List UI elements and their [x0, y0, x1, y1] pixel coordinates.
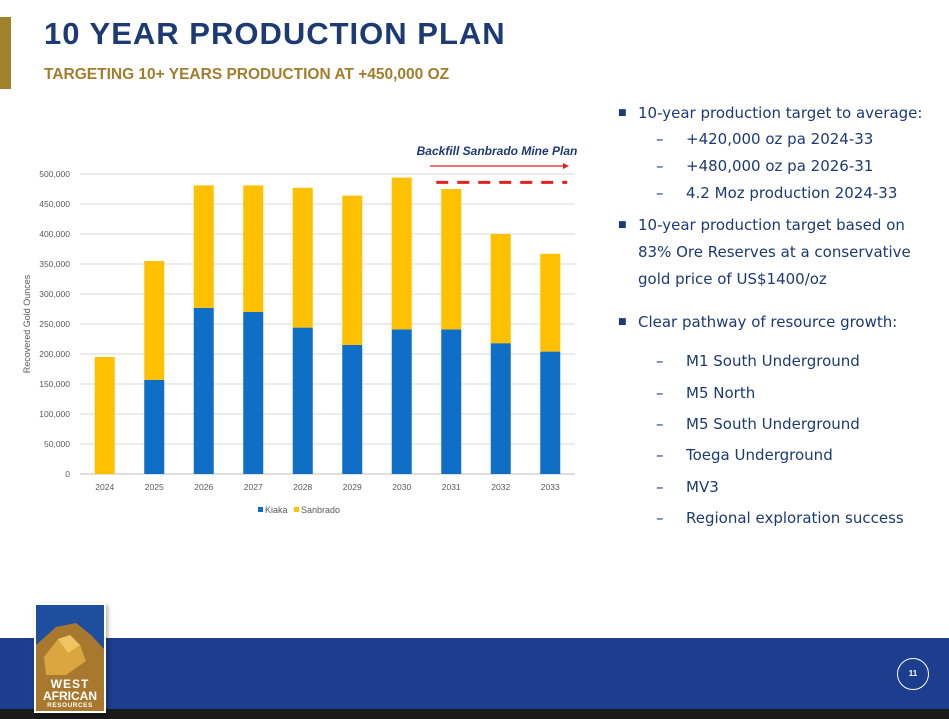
dash-icon: –: [656, 478, 664, 496]
bar-kiaka-2031: [441, 329, 462, 474]
logo-text-resources: RESOURCES: [47, 702, 93, 709]
bar-sanbrado-2027: [243, 185, 264, 312]
y-axis-label: Recovered Gold Ounces: [22, 274, 32, 373]
x-axis-ticks: 2024 2025 2026 2027 2028 2029 2030 2031 2032 2033: [95, 482, 560, 492]
y-tick-label: 450,000: [39, 199, 70, 209]
bar-kiaka-2033: [540, 351, 561, 474]
backfill-annotation-label: Backfill Sanbrado Mine Plan: [417, 144, 578, 158]
x-tick-label: 2033: [541, 482, 560, 492]
x-tick-label: 2024: [95, 482, 114, 492]
bar-kiaka-2027: [243, 312, 264, 474]
y-tick-label: 150,000: [39, 379, 70, 389]
footer-bottom-strip: [0, 709, 949, 719]
x-tick-label: 2030: [392, 482, 411, 492]
bar-kiaka-2028: [292, 327, 313, 474]
bar-kiaka-2029: [342, 345, 363, 474]
legend-label-sanbrado: Sanbrado: [301, 505, 340, 515]
dash-icon: –: [656, 384, 664, 402]
bar-kiaka-2025: [144, 379, 165, 474]
y-tick-label: 400,000: [39, 229, 70, 239]
bar-kiaka-2030: [391, 329, 412, 474]
production-chart: 0 50,000 100,000 150,000 200,000 250,000 300,0…: [22, 144, 578, 515]
backfill-annotation: Backfill Sanbrado Mine Plan: [417, 144, 578, 184]
legend-swatch-kiaka: [258, 507, 263, 512]
bar-sanbrado-2032: [490, 234, 511, 344]
footer-band: [0, 638, 949, 709]
x-tick-label: 2031: [442, 482, 461, 492]
dash-icon: –: [656, 446, 664, 464]
y-tick-label: 250,000: [39, 319, 70, 329]
square-bullet-icon: ■: [618, 108, 627, 118]
dash-icon: –: [656, 415, 664, 433]
dash-icon: –: [656, 509, 664, 527]
bar-sanbrado-2024: [94, 357, 115, 474]
legend-label-kiaka: Kiaka: [265, 505, 288, 515]
title-accent-bar: [0, 17, 11, 89]
bar-sanbrado-2028: [292, 187, 313, 328]
dash-icon: –: [656, 184, 664, 202]
legend-swatch-sanbrado: [294, 507, 299, 512]
x-tick-label: 2025: [145, 482, 164, 492]
sub-bullet: – +480,000 oz pa 2026-31: [656, 153, 873, 179]
dash-icon: –: [656, 352, 664, 370]
x-tick-label: 2026: [194, 482, 213, 492]
y-tick-label: 0: [65, 469, 70, 479]
y-tick-label: 300,000: [39, 289, 70, 299]
x-tick-label: 2027: [244, 482, 263, 492]
y-tick-label: 350,000: [39, 259, 70, 269]
bullet-production-target: ■ 10-year production target to average:: [618, 100, 938, 127]
square-bullet-icon: ■: [618, 317, 627, 327]
y-tick-label: 500,000: [39, 169, 70, 179]
chart-legend: Kiaka Sanbrado: [258, 505, 340, 515]
bar-sanbrado-2033: [540, 253, 561, 352]
sub-bullet: – M5 South Underground: [656, 411, 860, 437]
logo-text-african: AFRICAN: [43, 689, 97, 703]
company-logo: WEST AFRICAN RESOURCES: [34, 603, 106, 713]
y-tick-label: 50,000: [44, 439, 70, 449]
page-title: 10 YEAR PRODUCTION PLAN: [44, 16, 506, 51]
bullet-ore-reserves: ■ 10-year production target based on 83%…: [618, 212, 938, 293]
dash-icon: –: [656, 157, 664, 175]
page-subtitle: TARGETING 10+ YEARS PRODUCTION AT +450,0…: [44, 66, 450, 83]
y-axis-ticks: 0 50,000 100,000 150,000 200,000 250,000 300,0…: [39, 169, 70, 479]
x-tick-label: 2029: [343, 482, 362, 492]
bar-sanbrado-2031: [441, 189, 462, 330]
dash-icon: –: [656, 130, 664, 148]
bar-sanbrado-2026: [193, 185, 214, 308]
sub-bullet: – M1 South Underground: [656, 348, 860, 374]
bar-kiaka-2026: [193, 307, 214, 474]
bar-sanbrado-2029: [342, 195, 363, 345]
sub-bullet: – M5 North: [656, 380, 755, 406]
x-tick-label: 2032: [491, 482, 510, 492]
logo-artwork: [36, 605, 104, 711]
sub-bullet: –4.2 Moz production 2024-33: [656, 180, 897, 206]
sub-bullet: – +420,000 oz pa 2024-33: [656, 126, 873, 152]
page-number-badge: 11: [897, 658, 929, 690]
y-tick-label: 200,000: [39, 349, 70, 359]
bar-sanbrado-2030: [391, 177, 412, 330]
sub-bullet: – MV3: [656, 474, 719, 500]
x-tick-label: 2028: [293, 482, 312, 492]
square-bullet-icon: ■: [618, 220, 627, 230]
sub-bullet: – Regional exploration success: [656, 505, 904, 531]
backfill-arrow-head: [563, 163, 569, 169]
logo-text-west: WEST: [50, 677, 90, 691]
chart-bars: [94, 177, 561, 474]
bar-kiaka-2032: [490, 343, 511, 474]
bar-sanbrado-2025: [144, 261, 165, 380]
sub-bullet: – Toega Underground: [656, 442, 833, 468]
y-tick-label: 100,000: [39, 409, 70, 419]
bullet-resource-growth: ■ Clear pathway of resource growth:: [618, 309, 938, 336]
